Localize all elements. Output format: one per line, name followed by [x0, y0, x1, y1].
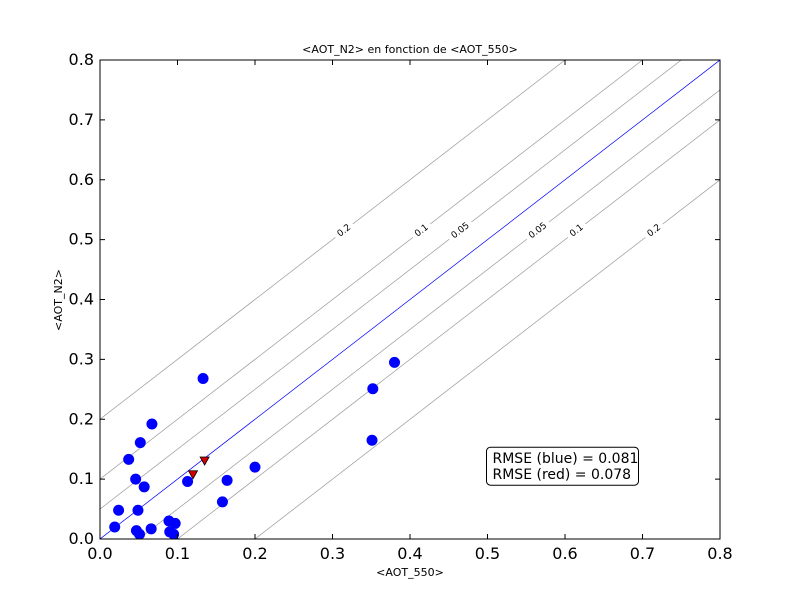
data-point-s0-6 — [134, 528, 146, 539]
data-point-s0-0 — [109, 521, 121, 533]
rmse-box — [486, 446, 639, 486]
data-point-s0-19 — [249, 461, 261, 473]
x-tick-label-8: 0.8 — [707, 544, 732, 563]
x-tick-label-4: 0.4 — [397, 544, 422, 563]
rmse-red-text: RMSE (red) = 0.078 — [493, 467, 632, 483]
data-point-s0-1 — [113, 504, 125, 516]
data-point-s0-16 — [197, 373, 209, 385]
data-point-s0-7 — [134, 437, 146, 449]
offset-line-label-bg-1 — [409, 219, 434, 242]
data-point-s0-21 — [367, 383, 379, 395]
data-point-s0-5 — [132, 504, 144, 516]
data-point-s0-8 — [138, 481, 150, 493]
data-point-s0-20 — [366, 434, 378, 446]
offset-line-label-bg-0 — [332, 219, 356, 242]
x-axis-label: <AOT_550> — [376, 566, 444, 579]
offset-line-4 — [177, 119, 720, 539]
data-point-s0-2 — [123, 453, 135, 465]
chart-title: <AOT_N2> en fonction de <AOT_550> — [302, 43, 518, 56]
data-point-s0-13 — [168, 528, 180, 539]
x-tick-label-6: 0.6 — [552, 544, 577, 563]
offset-line-label-bg-3 — [523, 218, 553, 244]
offset-line-1 — [100, 60, 643, 480]
y-tick-label-7: 0.7 — [69, 110, 94, 129]
y-tick-label-0: 0.0 — [69, 529, 94, 548]
offset-line-2 — [100, 60, 682, 510]
rmse-annotation: RMSE (blue) = 0.081 RMSE (red) = 0.078 — [486, 446, 639, 486]
data-point-s0-22 — [389, 356, 400, 368]
x-tick-label-5: 0.5 — [475, 544, 500, 563]
data-point-s0-17 — [216, 496, 228, 508]
offset-line-label-bg-4 — [564, 219, 589, 242]
data-point-s0-3 — [130, 473, 142, 485]
x-tick-label-2: 0.2 — [242, 544, 267, 563]
x-tick-label-7: 0.7 — [630, 544, 655, 563]
y-tick-label-3: 0.3 — [69, 349, 94, 368]
data-point-s0-14 — [169, 517, 181, 529]
y-tick-label-6: 0.6 — [69, 170, 94, 189]
y-tick-label-1: 0.1 — [69, 469, 94, 488]
data-point-s1-0 — [187, 470, 199, 480]
offset-line-label-bg-5 — [642, 219, 666, 242]
y-tick-label-2: 0.2 — [69, 409, 94, 428]
y-tick-label-5: 0.5 — [69, 230, 94, 249]
offset-line-0 — [100, 60, 566, 420]
offset-line-5 — [254, 179, 720, 539]
x-tick-label-1: 0.1 — [165, 544, 190, 563]
data-point-s0-9 — [145, 523, 157, 535]
rmse-blue-text: RMSE (blue) = 0.081 — [493, 451, 639, 467]
x-tick-label-0: 0.0 — [87, 544, 112, 563]
offset-line-3 — [138, 89, 720, 539]
data-point-s1-1 — [199, 456, 210, 466]
offset-line-label-bg-2 — [446, 218, 475, 244]
x-tick-label-3: 0.3 — [320, 544, 345, 563]
y-tick-label-8: 0.8 — [69, 50, 94, 69]
y-tick-label-4: 0.4 — [69, 290, 94, 309]
y-axis-label: <AOT_N2> — [52, 269, 65, 331]
data-point-s0-15 — [182, 476, 194, 488]
data-point-s0-10 — [146, 418, 158, 430]
data-point-s0-18 — [221, 474, 233, 486]
